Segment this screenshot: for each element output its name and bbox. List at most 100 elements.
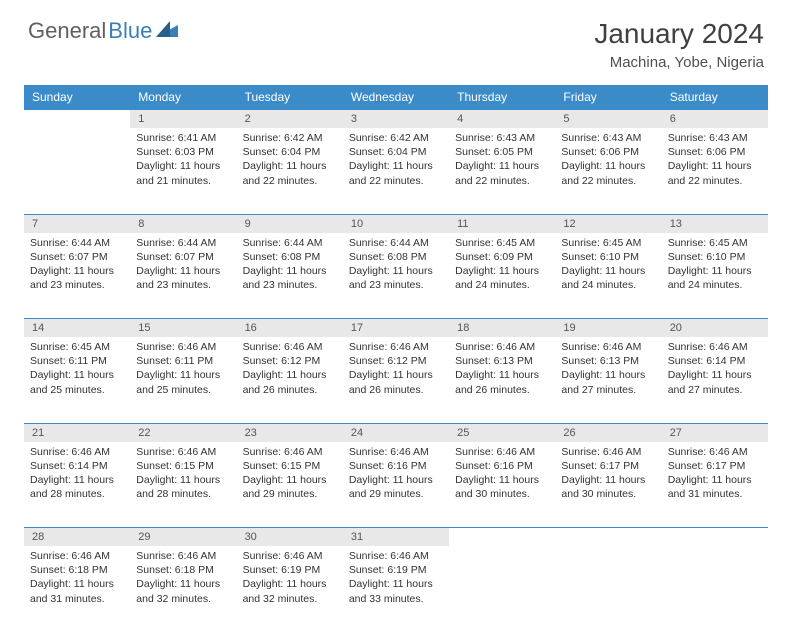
sunrise-line: Sunrise: 6:44 AM: [243, 236, 337, 250]
day-details: Sunrise: 6:43 AMSunset: 6:05 PMDaylight:…: [449, 128, 555, 194]
day-number: 29: [130, 528, 236, 546]
daylight-line: Daylight: 11 hours and 25 minutes.: [136, 368, 230, 396]
day-content-cell: Sunrise: 6:45 AMSunset: 6:10 PMDaylight:…: [555, 233, 661, 319]
day-content-cell: Sunrise: 6:46 AMSunset: 6:14 PMDaylight:…: [662, 337, 768, 423]
day-number-cell: 7: [24, 214, 130, 233]
day-details: Sunrise: 6:42 AMSunset: 6:04 PMDaylight:…: [343, 128, 449, 194]
daylight-line: Daylight: 11 hours and 26 minutes.: [243, 368, 337, 396]
day-content-cell: Sunrise: 6:42 AMSunset: 6:04 PMDaylight:…: [237, 128, 343, 214]
daylight-line: Daylight: 11 hours and 26 minutes.: [455, 368, 549, 396]
daylight-line: Daylight: 11 hours and 23 minutes.: [136, 264, 230, 292]
sunset-line: Sunset: 6:11 PM: [136, 354, 230, 368]
day-details: Sunrise: 6:46 AMSunset: 6:15 PMDaylight:…: [130, 442, 236, 508]
day-header-row: SundayMondayTuesdayWednesdayThursdayFrid…: [24, 85, 768, 110]
sunset-line: Sunset: 6:13 PM: [561, 354, 655, 368]
day-content-cell: Sunrise: 6:46 AMSunset: 6:17 PMDaylight:…: [555, 442, 661, 528]
day-number: 13: [662, 215, 768, 233]
day-number: 10: [343, 215, 449, 233]
day-number-cell: 21: [24, 423, 130, 442]
week-number-row: 21222324252627: [24, 423, 768, 442]
sunset-line: Sunset: 6:19 PM: [349, 563, 443, 577]
daylight-line: Daylight: 11 hours and 25 minutes.: [30, 368, 124, 396]
week-number-row: 28293031: [24, 528, 768, 547]
daylight-line: Daylight: 11 hours and 31 minutes.: [668, 473, 762, 501]
sunrise-line: Sunrise: 6:45 AM: [455, 236, 549, 250]
day-number-cell: 8: [130, 214, 236, 233]
daylight-line: Daylight: 11 hours and 22 minutes.: [455, 159, 549, 187]
day-content-cell: Sunrise: 6:44 AMSunset: 6:08 PMDaylight:…: [343, 233, 449, 319]
day-content-cell: Sunrise: 6:43 AMSunset: 6:06 PMDaylight:…: [662, 128, 768, 214]
daylight-line: Daylight: 11 hours and 23 minutes.: [349, 264, 443, 292]
day-number-cell: 10: [343, 214, 449, 233]
sunset-line: Sunset: 6:10 PM: [668, 250, 762, 264]
day-number-cell: 4: [449, 110, 555, 129]
day-content-cell: Sunrise: 6:43 AMSunset: 6:05 PMDaylight:…: [449, 128, 555, 214]
day-content-cell: [449, 546, 555, 632]
daylight-line: Daylight: 11 hours and 27 minutes.: [668, 368, 762, 396]
day-number-cell: 15: [130, 319, 236, 338]
daylight-line: Daylight: 11 hours and 32 minutes.: [136, 577, 230, 605]
calendar-head: SundayMondayTuesdayWednesdayThursdayFrid…: [24, 85, 768, 110]
sunrise-line: Sunrise: 6:44 AM: [136, 236, 230, 250]
sunset-line: Sunset: 6:14 PM: [30, 459, 124, 473]
day-number-cell: 3: [343, 110, 449, 129]
sunset-line: Sunset: 6:15 PM: [136, 459, 230, 473]
sunrise-line: Sunrise: 6:46 AM: [30, 445, 124, 459]
empty-day: [555, 528, 661, 546]
week-content-row: Sunrise: 6:44 AM Sunset: 6:07 PM Daylight:…: [24, 233, 768, 319]
day-number: 23: [237, 424, 343, 442]
day-content-cell: Sunrise: 6:46 AMSunset: 6:19 PMDaylight:…: [237, 546, 343, 632]
day-content-cell: [662, 546, 768, 632]
sunset-line: Sunset: 6:07 PM: [30, 250, 124, 264]
day-number-cell: 27: [662, 423, 768, 442]
day-number: 15: [130, 319, 236, 337]
sunrise-line: Sunrise: 6:46 AM: [30, 549, 124, 563]
day-details: Sunrise: 6:46 AMSunset: 6:18 PMDaylight:…: [24, 546, 130, 612]
day-details: Sunrise: 6:46 AMSunset: 6:19 PMDaylight:…: [343, 546, 449, 612]
sunset-line: Sunset: 6:10 PM: [561, 250, 655, 264]
day-number: 5: [555, 110, 661, 128]
day-number: 9: [237, 215, 343, 233]
day-number: 1: [130, 110, 236, 128]
daylight-line: Daylight: 11 hours and 26 minutes.: [349, 368, 443, 396]
sunset-line: Sunset: 6:19 PM: [243, 563, 337, 577]
day-content-cell: Sunrise: 6:44 AMSunset: 6:08 PMDaylight:…: [237, 233, 343, 319]
day-content-cell: Sunrise: 6:46 AMSunset: 6:15 PMDaylight:…: [130, 442, 236, 528]
day-details: Sunrise: 6:45 AMSunset: 6:10 PMDaylight:…: [662, 233, 768, 299]
daylight-line: Daylight: 11 hours and 29 minutes.: [243, 473, 337, 501]
day-number: 14: [24, 319, 130, 337]
day-details: Sunrise: 6:46 AMSunset: 6:17 PMDaylight:…: [662, 442, 768, 508]
day-number-cell: 28: [24, 528, 130, 547]
week-content-row: Sunrise: 6:41 AMSunset: 6:03 PMDaylight:…: [24, 128, 768, 214]
day-content-cell: [24, 128, 130, 214]
sunrise-line: Sunrise: 6:46 AM: [668, 340, 762, 354]
day-content-cell: Sunrise: 6:46 AMSunset: 6:13 PMDaylight:…: [555, 337, 661, 423]
day-number: 31: [343, 528, 449, 546]
daylight-line: Daylight: 11 hours and 22 minutes.: [243, 159, 337, 187]
daylight-line: Daylight: 11 hours and 22 minutes.: [349, 159, 443, 187]
day-content-cell: Sunrise: 6:44 AMSunset: 6:07 PMDaylight:…: [130, 233, 236, 319]
day-content-cell: Sunrise: 6:46 AMSunset: 6:15 PMDaylight:…: [237, 442, 343, 528]
week-number-row: 14151617181920: [24, 319, 768, 338]
empty-day: [662, 528, 768, 546]
day-header: Friday: [555, 85, 661, 110]
day-number: 21: [24, 424, 130, 442]
day-number: 19: [555, 319, 661, 337]
day-details: Sunrise: 6:42 AMSunset: 6:04 PMDaylight:…: [237, 128, 343, 194]
day-details: Sunrise: 6:44 AMSunset: 6:08 PMDaylight:…: [237, 233, 343, 299]
daylight-line: Daylight: 11 hours and 24 minutes.: [561, 264, 655, 292]
sunset-line: Sunset: 6:16 PM: [455, 459, 549, 473]
day-number-cell: 5: [555, 110, 661, 129]
daylight-line: Daylight: 11 hours and 32 minutes.: [243, 577, 337, 605]
day-details: Sunrise: 6:46 AMSunset: 6:17 PMDaylight:…: [555, 442, 661, 508]
sunset-line: Sunset: 6:05 PM: [455, 145, 549, 159]
day-details: Sunrise: 6:41 AMSunset: 6:03 PMDaylight:…: [130, 128, 236, 194]
daylight-line: Daylight: 11 hours and 31 minutes.: [30, 577, 124, 605]
daylight-line: Daylight: 11 hours and 27 minutes.: [561, 368, 655, 396]
daylight-line: Daylight: 11 hours and 24 minutes.: [455, 264, 549, 292]
daylight-line: Daylight: 11 hours and 23 minutes.: [243, 264, 337, 292]
day-content-cell: Sunrise: 6:44 AMSunset: 6:07 PMDaylight:…: [24, 233, 130, 319]
logo-text-1: General: [28, 18, 106, 44]
day-number: 12: [555, 215, 661, 233]
day-number: 4: [449, 110, 555, 128]
